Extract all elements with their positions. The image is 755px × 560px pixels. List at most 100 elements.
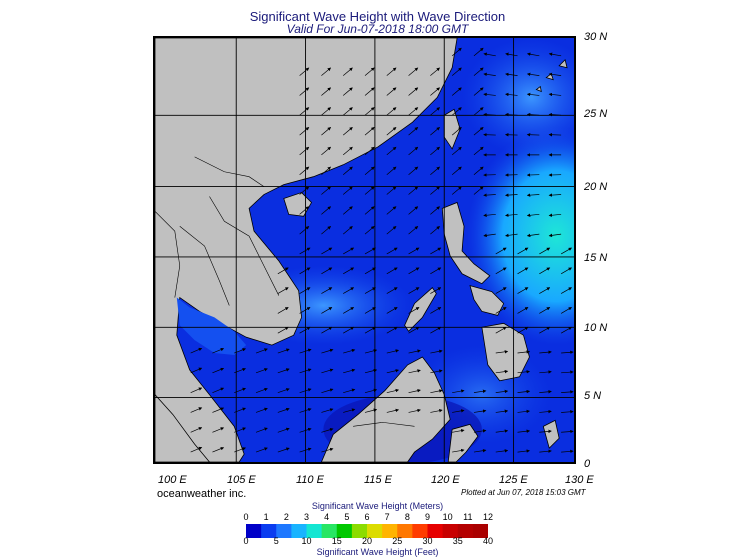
wave-direction-arrow xyxy=(321,87,332,96)
wave-direction-arrow xyxy=(548,92,562,97)
lon-label-110e: 110 E xyxy=(296,474,324,486)
wave-direction-arrow xyxy=(321,326,333,334)
wave-direction-arrow xyxy=(408,146,419,156)
wave-direction-arrow xyxy=(342,87,353,96)
wave-direction-arrow xyxy=(277,388,290,393)
wave-direction-arrow xyxy=(299,348,312,354)
lat-label-30n: 30 N xyxy=(584,31,608,43)
wave-direction-arrow xyxy=(548,52,562,57)
wave-direction-arrow xyxy=(364,326,376,334)
wave-direction-arrow xyxy=(561,449,574,454)
wave-direction-arrow xyxy=(277,368,290,374)
lon-label-130e: 130 E xyxy=(565,474,594,486)
wave-direction-arrow xyxy=(386,247,398,255)
wave-direction-arrow xyxy=(473,146,484,156)
wave-direction-arrow xyxy=(255,407,268,413)
colorbar-swatch xyxy=(442,524,459,538)
wave-direction-arrow xyxy=(473,126,484,136)
wave-direction-arrow xyxy=(299,247,311,255)
wave-direction-arrow xyxy=(430,267,442,275)
wave-direction-arrow xyxy=(408,206,419,215)
wave-direction-arrow xyxy=(277,427,290,433)
lon-label-115e: 115 E xyxy=(364,474,392,486)
wave-direction-arrow xyxy=(495,350,509,354)
wave-direction-arrow xyxy=(386,408,400,413)
wave-direction-arrow xyxy=(299,427,312,433)
wave-direction-arrow xyxy=(430,409,443,413)
wave-direction-arrow xyxy=(364,146,375,156)
wave-direction-arrow xyxy=(342,206,353,215)
wave-direction-arrow xyxy=(343,326,355,334)
wave-direction-arrow xyxy=(342,126,353,136)
wave-direction-arrow xyxy=(561,370,574,374)
wave-direction-arrow xyxy=(299,186,310,195)
wave-direction-arrow xyxy=(408,247,420,255)
wave-direction-arrow xyxy=(473,67,484,76)
wave-direction-arrow xyxy=(212,427,225,433)
country-borders xyxy=(155,156,415,427)
wave-direction-arrow xyxy=(539,429,552,434)
wave-direction-arrow xyxy=(517,287,529,294)
wave-direction-arrow xyxy=(386,146,397,156)
colorbar-feet-tick: 5 xyxy=(273,536,279,546)
wave-direction-arrow xyxy=(343,247,355,255)
wave-direction-arrow xyxy=(321,267,333,275)
wave-direction-arrow xyxy=(364,349,378,354)
wave-direction-arrow xyxy=(342,166,353,175)
wave-direction-arrow xyxy=(430,107,441,116)
wave-direction-arrow xyxy=(255,368,268,374)
wave-direction-arrow xyxy=(364,107,375,116)
colorbar-feet-tick: 0 xyxy=(243,536,249,546)
land-borneo xyxy=(320,356,451,462)
colorbar-meters-tick: 11 xyxy=(463,512,473,522)
wave-direction-arrow xyxy=(430,87,441,96)
lon-label-125e: 125 E xyxy=(499,474,528,486)
wave-direction-arrow xyxy=(451,47,462,57)
colorbar-feet-tick: 25 xyxy=(392,536,403,546)
wave-direction-arrow xyxy=(386,267,398,275)
wave-direction-arrow xyxy=(364,287,376,294)
wave-direction-arrow xyxy=(190,446,203,453)
wave-direction-arrow xyxy=(560,326,573,334)
colorbar-swatch xyxy=(427,524,444,538)
wave-direction-arrow xyxy=(473,166,484,175)
wave-direction-arrow xyxy=(408,408,421,413)
wave-direction-arrow xyxy=(386,206,397,215)
wave-direction-arrow xyxy=(495,326,507,334)
wave-direction-arrow xyxy=(234,407,246,413)
wave-direction-arrow xyxy=(483,193,496,197)
wave-direction-arrow xyxy=(430,146,441,156)
wave-direction-arrow xyxy=(364,186,375,195)
wave-direction-arrow xyxy=(212,447,225,453)
wave-direction-arrow xyxy=(408,166,419,175)
wave-direction-arrow xyxy=(343,307,355,314)
colorbar-meters-tick: 10 xyxy=(442,512,453,522)
colorbar-meters-tick: 5 xyxy=(344,512,350,522)
wave-direction-arrow xyxy=(299,206,310,215)
wave-direction-arrow xyxy=(504,193,518,197)
wave-direction-arrow xyxy=(495,409,509,413)
wave-direction-arrow xyxy=(451,186,462,195)
wave-direction-arrow xyxy=(342,67,353,76)
wave-direction-arrows xyxy=(190,47,574,454)
colorbar-swatch xyxy=(321,524,338,538)
wave-direction-arrow xyxy=(321,186,332,195)
lon-label-105e: 105 E xyxy=(227,474,256,486)
colorbar-meters-tick: 3 xyxy=(303,512,309,522)
wave-direction-arrow xyxy=(364,206,375,215)
wave-direction-arrow xyxy=(430,326,442,334)
wave-direction-arrow xyxy=(473,429,487,433)
wave-direction-arrow xyxy=(299,287,311,294)
wave-direction-arrow xyxy=(277,307,289,314)
wave-direction-arrow xyxy=(561,429,574,434)
wave-direction-arrow xyxy=(526,52,540,57)
wave-direction-arrow xyxy=(321,348,334,354)
wave-direction-arrow xyxy=(212,367,225,374)
wave-direction-arrow xyxy=(364,388,378,393)
colorbar-meters-tick: 7 xyxy=(384,512,390,522)
wave-direction-arrow xyxy=(517,350,531,354)
wave-direction-arrow xyxy=(505,233,518,238)
wave-direction-arrow xyxy=(430,67,441,76)
wave-direction-arrow xyxy=(386,369,400,374)
wave-direction-arrow xyxy=(408,349,421,354)
